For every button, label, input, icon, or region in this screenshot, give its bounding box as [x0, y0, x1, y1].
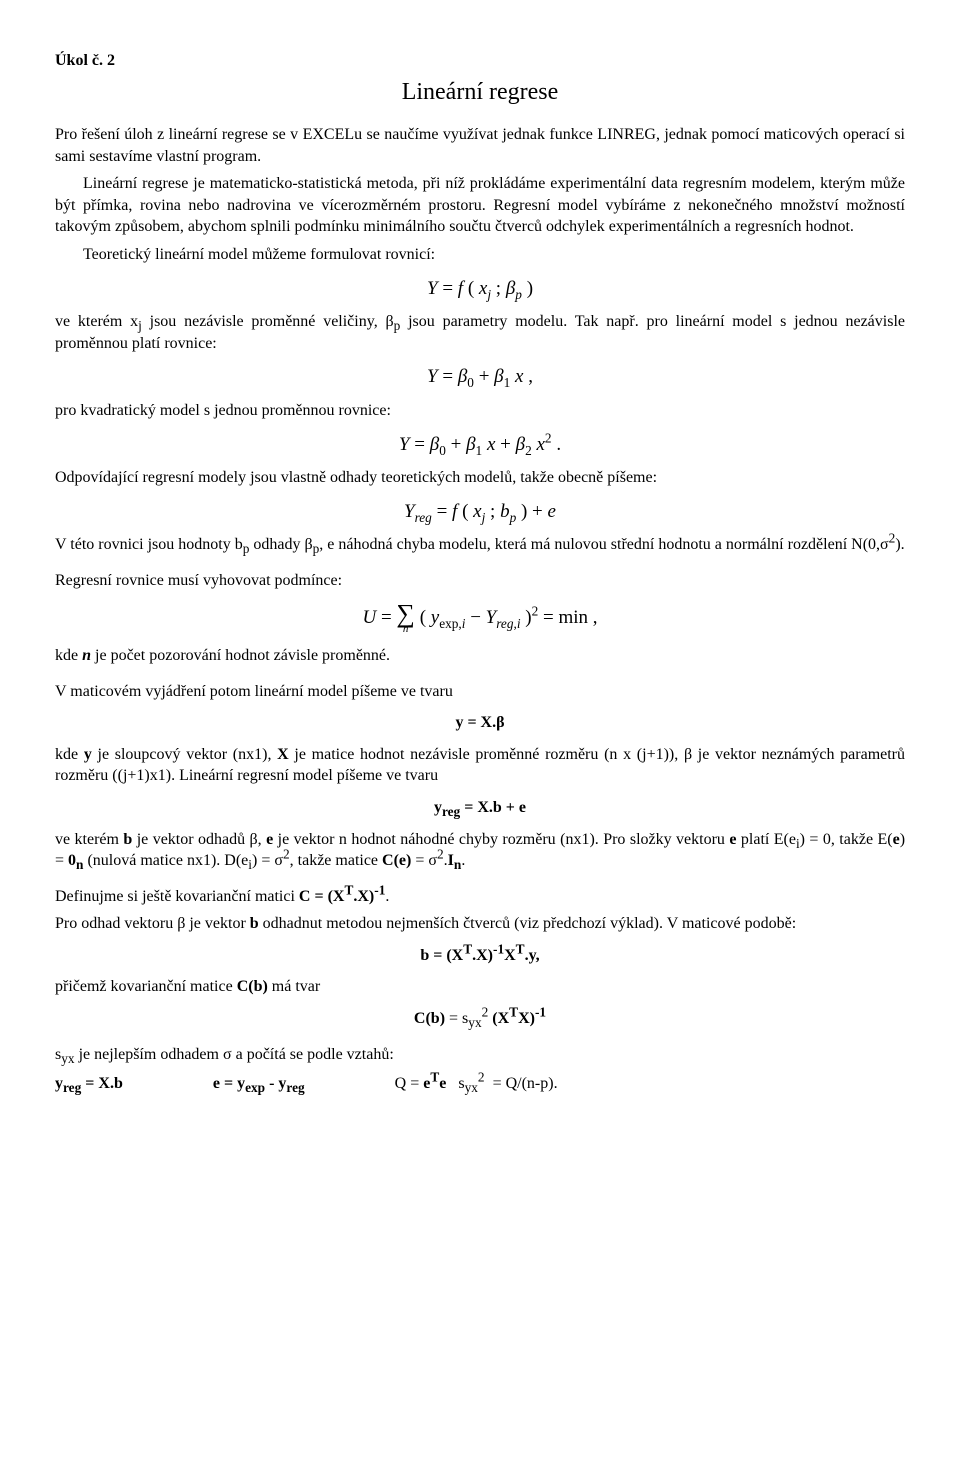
text: ) = 0, takže E( — [800, 831, 893, 848]
equation-5: U = ∑n ( yexp,i − Yreg,i )2 = min , — [55, 602, 905, 635]
text: Pro odhad vektoru β je vektor — [55, 915, 250, 932]
text: ve kterém — [55, 831, 123, 848]
text: přičemž kovarianční matice — [55, 978, 237, 995]
C-var: C = (X — [299, 888, 345, 905]
paragraph-covar-def: Definujme si ještě kovarianční matici C … — [55, 886, 905, 908]
text: je vektor odhadů β, — [132, 831, 266, 848]
equation-3: Y = β0 + β1 x + β2 x2 . — [55, 432, 905, 458]
page-title: Lineární regrese — [55, 76, 905, 108]
paragraph-matrix-desc: kde y je sloupcový vektor (nx1), X je ma… — [55, 744, 905, 787]
y-var: y — [84, 746, 92, 763]
text: = σ — [411, 852, 437, 869]
text: , e náhodná chyba modelu, která má nulov… — [319, 536, 888, 553]
text: je počet pozorování hodnot závisle promě… — [91, 647, 390, 664]
paragraph-syx: syx je nejlepším odhadem σ a počítá se p… — [55, 1044, 905, 1066]
paragraph-eq4-desc: V této rovnici jsou hodnoty bp odhady βp… — [55, 534, 905, 556]
text: .X) — [353, 888, 374, 905]
n-var: n — [82, 647, 91, 664]
paragraph-eq1-desc: ve kterém xj jsou nezávisle proměnné vel… — [55, 311, 905, 354]
text: odhady β — [249, 536, 312, 553]
text: ve kterém x — [55, 313, 138, 330]
paragraph-b-e-desc: ve kterém b je vektor odhadů β, e je vek… — [55, 829, 905, 872]
paragraph-quadratic-lead: pro kvadratický model s jednou proměnnou… — [55, 400, 905, 422]
text: . — [461, 852, 465, 869]
task-label: Úkol č. 2 — [55, 50, 905, 72]
paragraph-b-estimate: Pro odhad vektoru β je vektor b odhadnut… — [55, 913, 905, 935]
equation-6: y = X.β — [55, 712, 905, 734]
paragraph-intro: Pro řešení úloh z lineární regrese se v … — [55, 124, 905, 167]
e-var3: e — [893, 831, 900, 848]
Ce-var: C(e) — [382, 852, 411, 869]
equation-2: Y = β0 + β1 x , — [55, 364, 905, 390]
text: kde — [55, 746, 84, 763]
text: Definujme si ještě kovarianční matici — [55, 888, 299, 905]
X-var: X — [277, 746, 289, 763]
paragraph-reg-lead: Odpovídající regresní modely jsou vlastn… — [55, 467, 905, 489]
paragraph-theory-lead: Teoretický lineární model můžeme formulo… — [55, 244, 905, 266]
text: má tvar — [268, 978, 320, 995]
equation-4: Yreg = f ( xj ; bp ) + e — [55, 499, 905, 525]
text: jsou nezávisle proměnné veličiny, β — [142, 313, 394, 330]
text: ). — [895, 536, 904, 553]
text: kde — [55, 647, 82, 664]
zero-var: 0 — [68, 852, 76, 869]
text: je vektor n hodnot náhodné chyby rozměru… — [273, 831, 729, 848]
text: ) = σ — [252, 852, 283, 869]
equation-7: yreg = X.b + e — [55, 797, 905, 819]
b-var: b — [123, 831, 132, 848]
paragraph-n-desc: kde n je počet pozorování hodnot závisle… — [55, 645, 905, 667]
paragraph-cb-lead: přičemž kovarianční matice C(b) má tvar — [55, 976, 905, 998]
equation-1: Y = f ( xj ; βp ) — [55, 276, 905, 302]
paragraph-cond-lead: Regresní rovnice musí vyhovovat podmínce… — [55, 570, 905, 592]
text: platí E(e — [736, 831, 796, 848]
paragraph-method: Lineární regrese je matematicko-statisti… — [55, 173, 905, 238]
b-var2: b — [250, 915, 259, 932]
text: , takže matice — [290, 852, 382, 869]
paragraph-matrix-lead: V maticovém vyjádření potom lineární mod… — [55, 681, 905, 703]
text: je sloupcový vektor (nx1), — [92, 746, 277, 763]
rel-yreg: yreg = X.b — [55, 1073, 123, 1095]
text: (nulová matice nx1). D(e — [83, 852, 248, 869]
Cb-var: C(b) — [237, 978, 268, 995]
final-relations: yreg = X.b e = yexp - yreg Q = eTe syx2 … — [55, 1073, 905, 1095]
text: V této rovnici jsou hodnoty b — [55, 536, 243, 553]
rel-q: Q = eTe syx2 = Q/(n-p). — [395, 1073, 558, 1095]
equation-8: b = (XT.X)-1XT.y, — [55, 945, 905, 967]
text: . — [385, 888, 389, 905]
equation-9: C(b) = syx2 (XTX)-1 — [55, 1008, 905, 1030]
rel-e: e = yexp - yreg — [213, 1073, 305, 1095]
text: odhadnut metodou nejmenších čtverců (viz… — [259, 915, 796, 932]
